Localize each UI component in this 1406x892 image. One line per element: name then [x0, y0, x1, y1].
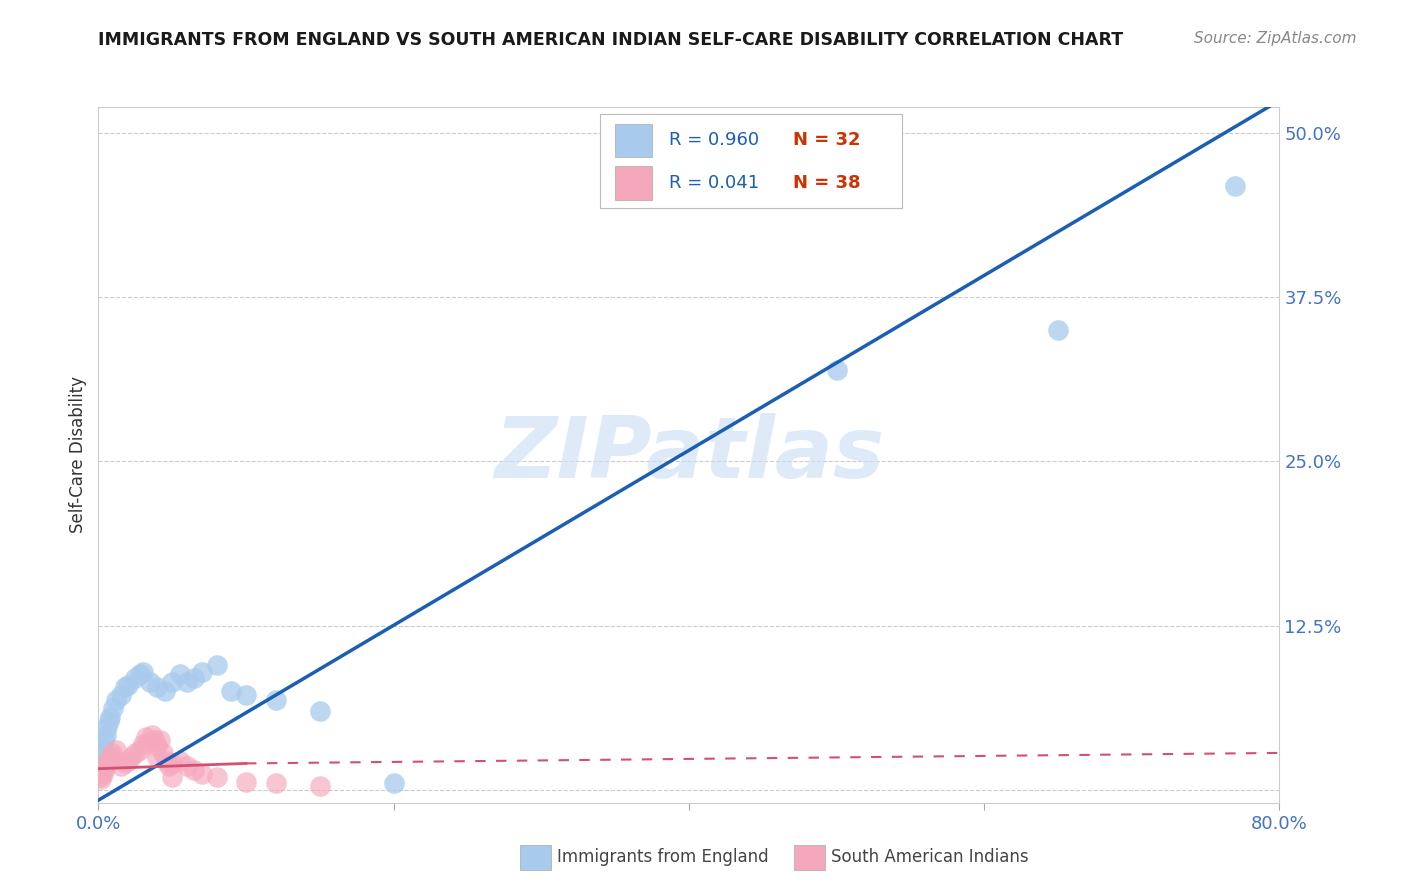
Point [105, 743, 128, 757]
Point [124, 671, 146, 685]
Point [235, 688, 257, 702]
Point [825, 362, 848, 376]
Point [117, 754, 139, 768]
Point [162, 756, 183, 771]
Point [219, 684, 242, 698]
Point [132, 665, 155, 679]
Point [98, 710, 121, 724]
Point [110, 688, 132, 702]
Point [183, 671, 205, 685]
Point [143, 732, 166, 747]
Point [1046, 323, 1069, 337]
Text: R = 0.960: R = 0.960 [669, 131, 759, 150]
Point [191, 665, 214, 679]
Point [264, 693, 287, 707]
Point [105, 693, 128, 707]
Point [114, 756, 136, 771]
Point [132, 737, 155, 751]
Point [146, 749, 169, 764]
Point [169, 667, 191, 681]
Point [235, 774, 257, 789]
Text: South American Indians: South American Indians [831, 848, 1029, 866]
Text: R = 0.041: R = 0.041 [669, 174, 759, 192]
Bar [614, 166, 652, 200]
Point [191, 767, 214, 781]
Point [157, 759, 180, 773]
Point [97, 754, 120, 768]
Point [183, 763, 205, 777]
Point [169, 754, 191, 768]
Point [89, 770, 111, 784]
Point [94, 727, 117, 741]
Point [128, 743, 150, 757]
Point [89, 754, 111, 768]
Point [309, 704, 332, 718]
Point [176, 759, 198, 773]
Point [103, 749, 125, 764]
Text: N = 38: N = 38 [793, 174, 860, 192]
Point [309, 779, 332, 793]
Point [117, 678, 139, 692]
Point [1223, 178, 1246, 193]
Point [100, 746, 122, 760]
Point [114, 680, 136, 694]
Point [96, 720, 118, 734]
Point [139, 675, 162, 690]
Point [135, 730, 157, 744]
Point [141, 727, 163, 741]
Point [120, 749, 142, 764]
Point [96, 756, 118, 771]
Point [146, 739, 169, 754]
Point [149, 732, 172, 747]
Point [91, 740, 114, 755]
Point [98, 749, 121, 764]
Point [93, 763, 115, 777]
Point [91, 767, 114, 781]
Text: Immigrants from England: Immigrants from England [557, 848, 769, 866]
Point [103, 701, 125, 715]
FancyBboxPatch shape [600, 114, 901, 208]
Point [176, 675, 198, 690]
Point [264, 776, 287, 790]
Point [205, 657, 228, 672]
Point [90, 746, 112, 760]
Text: Source: ZipAtlas.com: Source: ZipAtlas.com [1194, 31, 1357, 46]
Point [138, 735, 160, 749]
Text: N = 32: N = 32 [793, 131, 860, 150]
Point [162, 770, 183, 784]
Bar [614, 124, 652, 157]
Text: ZIPatlas: ZIPatlas [494, 413, 884, 497]
Point [152, 746, 174, 760]
Point [128, 667, 150, 681]
Text: IMMIGRANTS FROM ENGLAND VS SOUTH AMERICAN INDIAN SELF-CARE DISABILITY CORRELATIO: IMMIGRANTS FROM ENGLAND VS SOUTH AMERICA… [98, 31, 1123, 49]
Point [155, 754, 177, 768]
Y-axis label: Self-Care Disability: Self-Care Disability [69, 376, 87, 533]
Point [153, 684, 176, 698]
Point [110, 759, 132, 773]
Point [94, 759, 117, 773]
Point [97, 714, 120, 729]
Point [146, 680, 169, 694]
Point [382, 776, 405, 790]
Point [90, 772, 112, 787]
Point [124, 746, 146, 760]
Point [162, 675, 183, 690]
Point [93, 732, 115, 747]
Point [205, 770, 228, 784]
